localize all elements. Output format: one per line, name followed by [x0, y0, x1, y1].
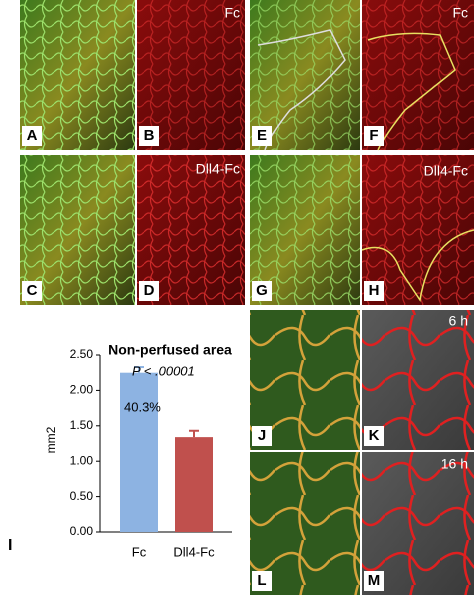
panel-label: E [257, 127, 267, 144]
y-tick-label: 2.50 [70, 347, 94, 361]
annotation: 40.3% [124, 399, 161, 414]
panel-labels: A B C D E F G H J K L M Fc Dll4-Fc Fc Dll4-Fc 6 h 16 h [22, 5, 468, 591]
bar [175, 437, 213, 532]
condition-label: Dll4-Fc [196, 161, 240, 177]
chart-title: Non-perfused area [108, 342, 232, 358]
label-box [139, 126, 159, 146]
condition-label: 6 h [449, 313, 468, 329]
y-tick-label: 1.00 [70, 453, 94, 467]
panel-label: F [369, 127, 378, 144]
bar [120, 372, 158, 532]
panel-label: I [8, 537, 12, 554]
micrographs [20, 0, 474, 595]
label-box [139, 281, 159, 301]
panel-label: D [144, 282, 155, 299]
y-tick-label: 0.50 [70, 489, 94, 503]
label-box [22, 281, 42, 301]
label-box [22, 126, 42, 146]
panel-label: K [369, 427, 380, 444]
panel-label: A [27, 127, 38, 144]
label-box [364, 426, 384, 446]
x-tick-label: Fc [132, 544, 147, 559]
y-tick-label: 2.00 [70, 383, 94, 397]
bar-chart: Non-perfused area mm2 I 0.00 0.50 1.00 1.50 2.0… [8, 342, 232, 560]
y-tick-label: 1.50 [70, 418, 94, 432]
annotation: P < .00001 [132, 363, 195, 378]
label-box [252, 571, 272, 591]
panel-label: G [256, 282, 268, 299]
condition-label: Fc [224, 5, 240, 21]
panel-label: J [258, 427, 266, 444]
x-tick-label: Dll4-Fc [173, 544, 215, 559]
label-box [252, 281, 272, 301]
panel-label: C [27, 282, 38, 299]
panel-label: M [368, 572, 381, 589]
y-axis-label: mm2 [44, 426, 58, 453]
label-box [252, 426, 272, 446]
condition-label: Dll4-Fc [424, 163, 468, 179]
y-tick-label: 0.00 [70, 524, 94, 538]
label-box [252, 126, 272, 146]
panel-label: L [257, 572, 266, 589]
panel-label: B [144, 127, 155, 144]
condition-label: 16 h [441, 456, 468, 472]
label-box [364, 126, 384, 146]
label-box [364, 281, 384, 301]
condition-label: Fc [452, 5, 468, 21]
panel-label: H [369, 282, 380, 299]
label-box [364, 571, 384, 591]
